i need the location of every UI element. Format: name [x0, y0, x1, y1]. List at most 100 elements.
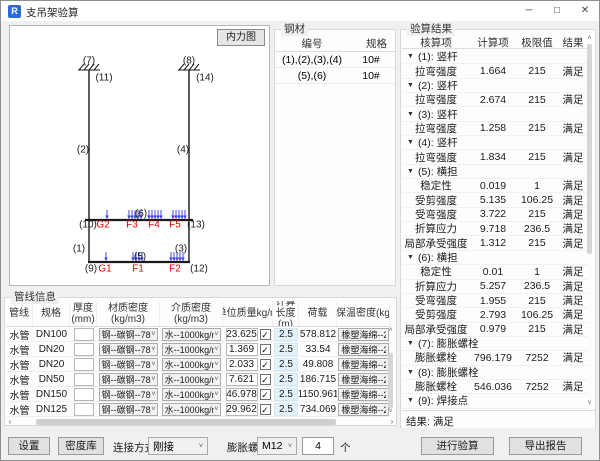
thickness-input[interactable] [73, 372, 94, 386]
insulation-dropdown[interactable]: 橡塑海绵--2 [338, 372, 389, 386]
checkbox-checked[interactable]: ✓ [259, 373, 271, 385]
result-group-row[interactable]: ▼ (8): 膨胀螺栓 [402, 366, 588, 380]
scroll-left-icon[interactable]: ‹ [8, 417, 12, 426]
results-scrollbar[interactable]: ˄ ˅ [585, 35, 594, 409]
material-density-dropdown[interactable]: 钢--碳钢--7870˅ [98, 402, 159, 416]
thickness-input[interactable] [73, 342, 94, 356]
checkbox-checked[interactable]: ✓ [259, 388, 271, 400]
calc-length-input[interactable]: 2.5 [274, 357, 298, 371]
result-item-row[interactable]: 稳定性 0.019 1 满足 [402, 179, 588, 194]
pipeline-horizontal-scrollbar[interactable]: ‹ › [6, 418, 396, 426]
collapse-icon[interactable]: ▼ [407, 368, 414, 376]
medium-density-dropdown[interactable]: 水--1000kg/m ˅ [161, 372, 222, 386]
checkbox-checked[interactable]: ✓ [259, 328, 271, 340]
medium-density-dropdown[interactable]: 水--1000kg/m ˅ [161, 342, 222, 356]
result-item-row[interactable]: 稳定性 0.01 1 满足 [402, 265, 588, 280]
result-item-row[interactable]: 拉弯强度 1.834 215 满足 [402, 150, 588, 165]
material-density-dropdown[interactable]: 钢--碳钢--7870˅ [98, 372, 159, 386]
calc-length-input[interactable]: 2.5 [274, 372, 298, 386]
scrollbar-thumb[interactable] [587, 44, 592, 254]
collapse-icon[interactable]: ▼ [407, 253, 414, 261]
medium-density-dropdown[interactable]: 水--1000kg/m ˅ [161, 402, 222, 416]
result-group-row[interactable]: ▼ (4): 竖杆 [402, 136, 588, 151]
pipeline-table-row[interactable]: 水管DN20钢--碳钢--7870˅水--1000kg/m˅2.033✓2.54… [6, 357, 390, 372]
steel-table-row[interactable]: (5),(6) 10# [275, 68, 395, 84]
collapse-icon[interactable]: ▼ [407, 167, 414, 175]
pipeline-table-row[interactable]: 水管DN50钢--碳钢--7870˅水--1000kg/m˅7.621✓2.51… [6, 372, 390, 387]
result-item-row[interactable]: 拉弯强度 1.258 215 满足 [402, 122, 588, 137]
result-item-row[interactable]: 受剪强度 5.135 106.25 满足 [402, 193, 588, 208]
checkbox-checked[interactable]: ✓ [259, 403, 271, 415]
density-library-button[interactable]: 密度库 [58, 437, 104, 455]
scroll-up-icon[interactable]: ˄ [587, 35, 592, 42]
run-check-button[interactable]: 进行验算 [421, 437, 494, 455]
result-item-row[interactable]: 折算应力 9.718 236.5 满足 [402, 222, 588, 237]
scroll-down-icon[interactable]: ˅ [388, 408, 393, 415]
insulation-dropdown[interactable]: 橡塑海绵--2 [338, 387, 389, 401]
pipeline-table-row[interactable]: 水管DN125钢--碳钢--7870˅水--1000kg/m˅29.962✓2.… [6, 402, 390, 417]
result-group-row[interactable]: ▼ (1): 竖杆 [402, 50, 588, 65]
calc-length-input[interactable]: 2.5 [274, 387, 298, 401]
unit-mass-input[interactable]: 2.033 [225, 357, 258, 371]
maximize-button[interactable]: □ [553, 5, 561, 16]
settings-button[interactable]: 设置 [8, 437, 50, 455]
scroll-down-icon[interactable]: ˅ [587, 400, 592, 407]
result-group-row[interactable]: ▼ (6): 横担 [402, 251, 588, 266]
thickness-input[interactable] [73, 357, 94, 371]
calc-length-input[interactable]: 2.5 [274, 327, 298, 341]
result-item-row[interactable]: 受剪强度 2.793 106.25 满足 [402, 308, 588, 323]
material-density-dropdown[interactable]: 钢--碳钢--7870˅ [98, 342, 159, 356]
result-group-row[interactable]: ▼ (5): 横担 [402, 165, 588, 180]
pipeline-table-row[interactable]: 水管DN150钢--碳钢--7870˅水--1000kg/m˅46.978✓2.… [6, 387, 390, 402]
thickness-input[interactable] [73, 387, 94, 401]
result-group-row[interactable]: ▼ (2): 竖杆 [402, 79, 588, 94]
collapse-icon[interactable]: ▼ [407, 139, 414, 147]
pipeline-table-row[interactable]: 水管DN100钢--碳钢--7870˅水--1000kg/m˅23.625✓2.… [6, 327, 390, 342]
medium-density-dropdown[interactable]: 水--1000kg/m ˅ [161, 387, 222, 401]
steel-table-row[interactable]: (1),(2),(3),(4) 10# [275, 52, 395, 68]
result-item-row[interactable]: 拉弯强度 2.674 215 满足 [402, 93, 588, 108]
scroll-right-icon[interactable]: › [390, 417, 394, 426]
unit-mass-input[interactable]: 29.962 [225, 402, 258, 416]
thickness-input[interactable] [73, 402, 94, 416]
checkbox-checked[interactable]: ✓ [259, 358, 271, 370]
insulation-dropdown[interactable]: 橡塑海绵--2 [338, 357, 389, 371]
bolt-count-input[interactable]: 4 [302, 437, 334, 455]
result-item-row[interactable]: 受弯强度 3.722 215 满足 [402, 208, 588, 223]
result-item-row[interactable]: 局部承受强度 0.979 215 满足 [402, 323, 588, 337]
unit-mass-input[interactable]: 23.625 [225, 327, 258, 341]
thickness-input[interactable] [73, 327, 94, 341]
result-item-row[interactable]: 受弯强度 1.955 215 满足 [402, 294, 588, 309]
bolt-spec-dropdown[interactable]: M12 ˅ [257, 437, 297, 455]
collapse-icon[interactable]: ▼ [407, 340, 414, 348]
insulation-dropdown[interactable]: 橡塑海绵--2 [338, 402, 389, 416]
pipeline-table-row[interactable]: 水管DN20钢--碳钢--7870˅水--1000kg/m˅1.369✓2.53… [6, 342, 390, 357]
collapse-icon[interactable]: ▼ [407, 397, 414, 405]
result-group-row[interactable]: ▼ (9): 焊接点 [402, 394, 588, 409]
calc-length-input[interactable]: 2.5 [274, 342, 298, 356]
material-density-dropdown[interactable]: 钢--碳钢--7870˅ [98, 387, 159, 401]
unit-mass-input[interactable]: 7.621 [225, 372, 258, 386]
close-button[interactable]: ✕ [580, 5, 590, 16]
unit-mass-input[interactable]: 1.369 [225, 342, 258, 356]
insulation-dropdown[interactable]: 橡塑海绵--2 [338, 327, 389, 341]
export-report-button[interactable]: 导出报告 [509, 437, 582, 455]
result-item-row[interactable]: 拉弯强度 1.664 215 满足 [402, 64, 588, 79]
connection-mode-dropdown[interactable]: 刚接 ˅ [148, 437, 208, 455]
result-item-row[interactable]: 局部承受强度 1.312 215 满足 [402, 236, 588, 251]
result-item-row[interactable]: 膨胀螺栓 796.179 7252 满足 [402, 351, 588, 366]
diagram-canvas[interactable]: 内力图 (7) (11) (8) (14) (2) (4) (6) (10) G2 F3 F4 F5 (… [9, 25, 270, 286]
medium-density-dropdown[interactable]: 水--1000kg/m ˅ [161, 327, 222, 341]
result-item-row[interactable]: 膨胀螺栓 546.036 7252 满足 [402, 380, 588, 395]
material-density-dropdown[interactable]: 钢--碳钢--7870˅ [98, 327, 159, 341]
scrollbar-thumb[interactable] [36, 419, 336, 425]
result-group-row[interactable]: ▼ (7): 膨胀螺栓 [402, 337, 588, 352]
collapse-icon[interactable]: ▼ [407, 53, 414, 61]
internal-force-diagram-button[interactable]: 内力图 [217, 29, 265, 46]
scroll-up-icon[interactable]: ˄ [388, 327, 393, 334]
unit-mass-input[interactable]: 46.978 [225, 387, 258, 401]
material-density-dropdown[interactable]: 钢--碳钢--7870˅ [98, 357, 159, 371]
result-group-row[interactable]: ▼ (3): 竖杆 [402, 107, 588, 122]
medium-density-dropdown[interactable]: 水--1000kg/m ˅ [161, 357, 222, 371]
collapse-icon[interactable]: ▼ [407, 110, 414, 118]
